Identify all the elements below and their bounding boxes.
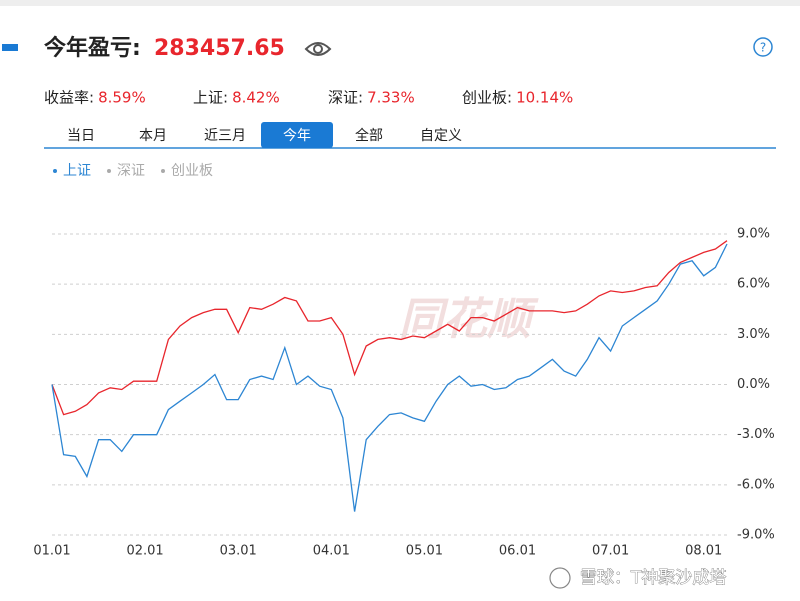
help-mark: ?	[760, 41, 766, 55]
tabs: 当日 本月 近三月 今年 全部 自定义	[67, 122, 462, 148]
x-tick-label: 03.01	[220, 544, 257, 559]
tab[interactable]: 本月	[139, 128, 167, 144]
tab[interactable]: 全部	[355, 127, 383, 144]
stat-label: 创业板:	[462, 89, 512, 107]
help-icon[interactable]: ?	[753, 37, 773, 57]
legend-dot	[53, 169, 57, 173]
legend-dot	[107, 169, 111, 173]
line-series	[51, 243, 728, 512]
stat-label: 深证:	[328, 89, 363, 107]
x-tick-label: 05.01	[406, 544, 443, 559]
y-tick-label: -6.0%	[737, 477, 775, 492]
x-tick-label: 04.01	[313, 544, 350, 559]
legend: 上证 深证 创业板	[53, 163, 213, 179]
footer-text: 雪球：T神聚沙成塔	[580, 568, 726, 588]
tab[interactable]: 当日	[67, 128, 95, 144]
eye-pupil	[313, 44, 323, 54]
eye-outline	[304, 42, 332, 56]
top-edge	[0, 0, 800, 6]
x-tick-label: 02.01	[126, 544, 163, 559]
stats: 收益率: 8.59% 上证: 8.42% 深证: 7.33% 创业板: 10.14%	[44, 89, 573, 107]
y-tick-label: -3.0%	[737, 427, 775, 442]
tab-label: 自定义	[420, 128, 462, 144]
x-tick-label: 06.01	[499, 544, 536, 559]
stat-value: 8.59%	[98, 89, 146, 107]
legend-item[interactable]: 创业板	[161, 163, 213, 179]
y-tick-label: 3.0%	[737, 327, 770, 342]
title: 今年盈亏:	[44, 35, 141, 61]
tab-active-bg	[261, 122, 333, 148]
amount: 283457.65	[154, 36, 285, 61]
stat-value: 7.33%	[367, 89, 415, 107]
legend-label: 上证	[63, 163, 91, 179]
eye-icon[interactable]	[304, 42, 332, 56]
x-tick-label: 07.01	[592, 544, 629, 559]
chart: 9.0% 6.0% 3.0% 0.0% -3.0% -6.0% -9.0% 01.01 02.0…	[33, 227, 774, 559]
stat-label: 收益率:	[44, 89, 94, 107]
tab-label: 全部	[355, 127, 383, 144]
help-circle	[753, 37, 773, 57]
tab-label: 当日	[67, 128, 95, 144]
tab[interactable]: 自定义	[420, 128, 462, 144]
legend-item[interactable]: 深证	[107, 163, 145, 179]
y-tick-label: 9.0%	[737, 227, 770, 242]
tab[interactable]: 今年	[261, 122, 333, 148]
y-tick-label: 6.0%	[737, 277, 770, 292]
tab-label: 近三月	[204, 128, 246, 144]
x-tick-label: 01.01	[33, 544, 70, 559]
tab[interactable]: 近三月	[204, 128, 246, 144]
tab-label: 今年	[283, 128, 311, 144]
legend-label: 创业板	[171, 163, 213, 179]
y-tick-label: -9.0%	[737, 528, 775, 543]
footer: 雪球：T神聚沙成塔	[548, 566, 727, 590]
footer-logo	[549, 567, 571, 589]
stat-value: 10.14%	[516, 89, 573, 107]
legend-dot	[161, 169, 165, 173]
legend-item[interactable]: 上证	[53, 163, 91, 179]
x-tick-label: 08.01	[685, 544, 722, 559]
side-marker	[2, 44, 18, 51]
tab-label: 本月	[139, 128, 167, 144]
y-tick-label: 0.0%	[737, 377, 770, 392]
stat-label: 上证:	[193, 89, 228, 107]
legend-label: 深证	[117, 163, 145, 179]
stat-value: 8.42%	[232, 89, 280, 107]
line-series	[51, 240, 728, 416]
